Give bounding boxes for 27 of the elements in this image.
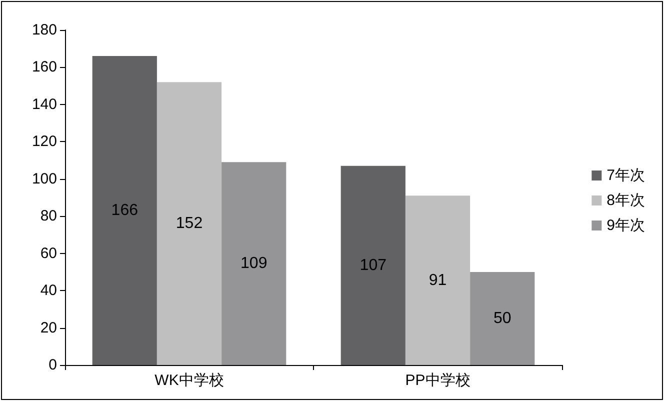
legend-label: 8年次	[606, 192, 645, 209]
y-tick-label: 180	[32, 22, 57, 38]
y-tick-label: 140	[32, 96, 57, 113]
y-tick-label: 160	[32, 58, 57, 76]
legend-label: 9年次	[606, 217, 645, 234]
data-label: 166	[111, 202, 138, 220]
y-tick-label: 0	[48, 356, 57, 374]
y-tick-label: 100	[32, 170, 57, 188]
bar	[222, 162, 286, 365]
bar	[92, 56, 157, 365]
data-label: 50	[493, 310, 512, 327]
bar	[405, 196, 470, 365]
data-label: 107	[360, 256, 387, 274]
bar	[340, 166, 406, 365]
y-tick-label: 80	[40, 208, 57, 225]
y-tick-label: 20	[40, 319, 57, 336]
y-tick-label: 60	[40, 244, 57, 262]
legend-label: 7年次	[606, 167, 645, 184]
bar	[470, 272, 535, 365]
bar	[156, 82, 222, 365]
y-tick-label: 120	[32, 133, 57, 150]
x-tick-label: WK中学校	[154, 372, 224, 389]
y-tick-label: 40	[40, 282, 57, 300]
x-tick-label: PP中学校	[405, 372, 470, 389]
data-label: 152	[176, 215, 203, 232]
data-label: 109	[240, 255, 268, 272]
data-label: 91	[428, 272, 447, 289]
